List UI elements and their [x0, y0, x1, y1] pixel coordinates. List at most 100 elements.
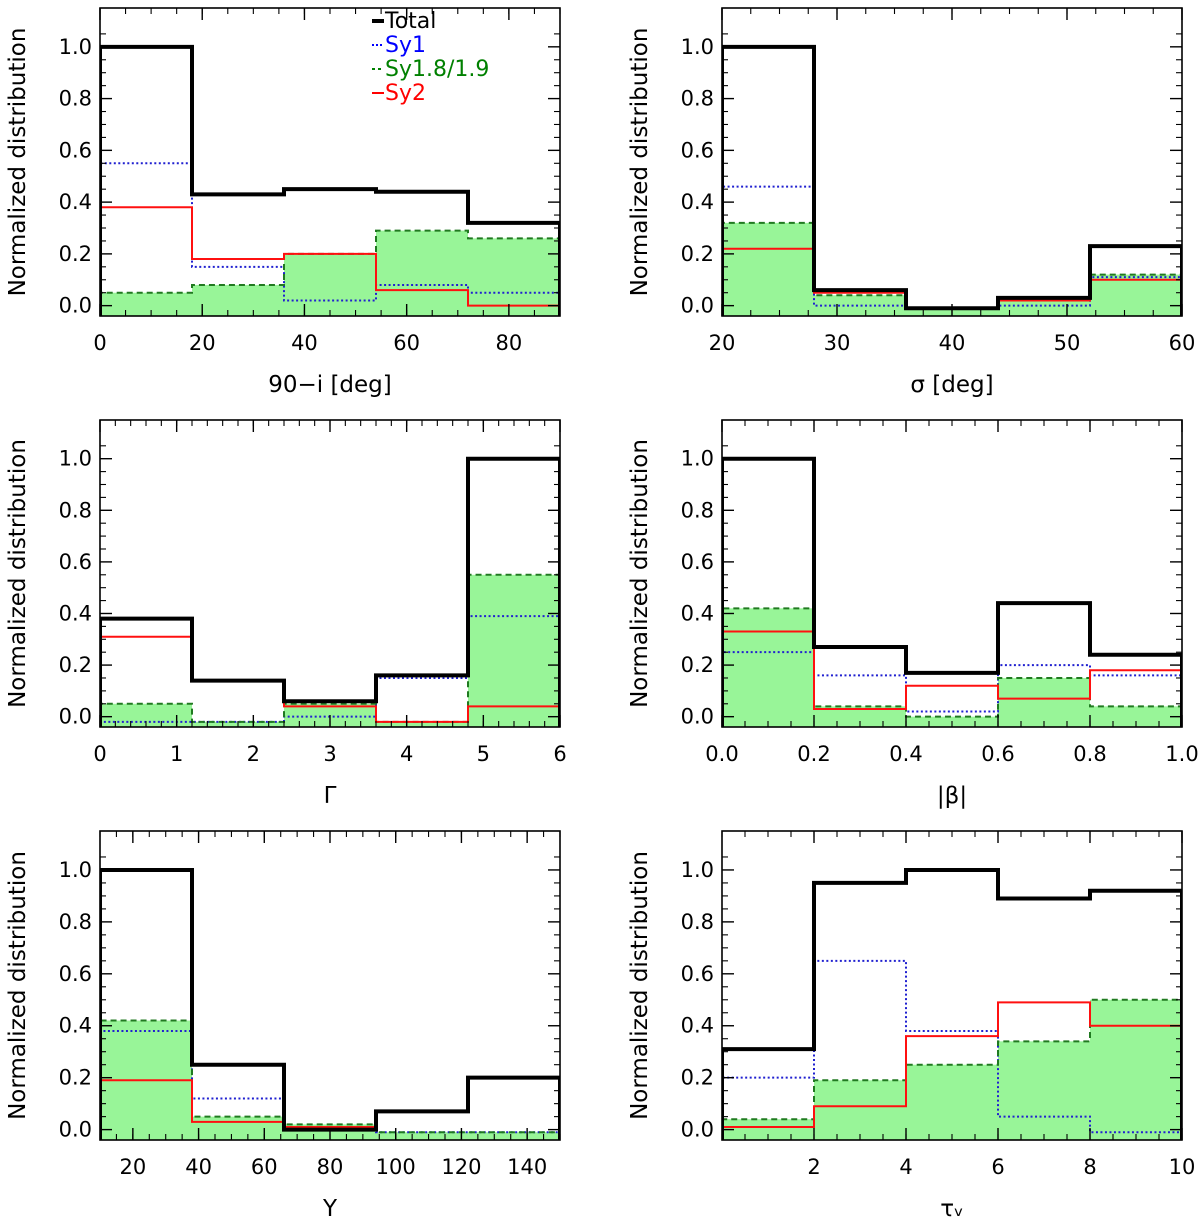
y-tick-label: 0.8	[59, 498, 92, 522]
y-tick-label: 0.6	[681, 138, 714, 162]
y-tick-label: 0.6	[59, 962, 92, 986]
bar-fill-sy18-bin-4	[468, 574, 560, 727]
x-tick-label: 80	[496, 331, 523, 355]
panel-1: 0 20 40 60 80 0.0 0.2 0.4 0.6 0.8 1.0 90−i [deg] Nor…	[5, 7, 561, 398]
panel-6: 2 4 6 8 10 0.0 0.2 0.4 0.6 0.8 1.0 τᵥ Normalized dis…	[627, 830, 1196, 1222]
y-tick-label: 0.8	[59, 910, 92, 934]
y-tick-label: 0.0	[59, 705, 92, 729]
x-tick-label: 6	[553, 742, 566, 766]
series-line-sy1819	[100, 1019, 560, 1140]
x-tick-label: 1	[170, 742, 183, 766]
x-tick-label: 120	[441, 1155, 481, 1179]
y-axis-label: Normalized distribution	[5, 851, 31, 1120]
x-axis-label: Y	[322, 1196, 338, 1222]
y-tick-label: 1.0	[59, 858, 92, 882]
x-tick-label: 5	[477, 742, 490, 766]
x-tick-label: 60	[1169, 331, 1196, 355]
series-line-total	[722, 456, 1182, 727]
x-tick-label: 0.6	[981, 742, 1014, 766]
y-tick-label: 0.4	[59, 601, 92, 625]
y-tick-label: 0.8	[681, 910, 714, 934]
y-axis-label: Normalized distribution	[5, 439, 31, 708]
plot-area	[100, 44, 560, 316]
y-axis-label: Normalized distribution	[627, 28, 653, 297]
y-tick-label: 0.6	[681, 962, 714, 986]
y-tick-label: 0.8	[59, 87, 92, 111]
series-line-sy2	[100, 206, 560, 316]
bar-fill-sy18-bin-3	[998, 677, 1090, 727]
y-tick-label: 1.0	[681, 35, 714, 59]
plot-area	[100, 456, 560, 727]
x-axis-label: Γ	[324, 783, 337, 809]
y-axis-label: Normalized distribution	[627, 851, 653, 1120]
x-tick-label: 100	[376, 1155, 416, 1179]
plot-area	[722, 867, 1182, 1140]
series-line-total	[722, 867, 1182, 1140]
y-tick-label: 0.0	[681, 294, 714, 318]
x-tick-label: 80	[317, 1155, 344, 1179]
bar-fill-sy18-bin-4	[468, 238, 560, 316]
y-axis-label: Normalized distribution	[627, 439, 653, 708]
x-tick-label: 50	[1054, 331, 1081, 355]
y-tick-label: 0.6	[59, 138, 92, 162]
x-tick-label: 4	[899, 1155, 912, 1179]
x-tick-label: 30	[824, 331, 851, 355]
x-tick-label: 40	[185, 1155, 212, 1179]
y-tick-label: 0.0	[681, 705, 714, 729]
bar-fill-sy18-bin-1	[814, 1080, 906, 1140]
y-tick-label: 0.2	[59, 653, 92, 677]
series-line-total	[100, 44, 560, 316]
series-line-sy1819	[722, 998, 1182, 1140]
y-tick-label: 0.4	[681, 1014, 714, 1038]
y-tick-label: 0.2	[681, 653, 714, 677]
legend-label: Sy2	[385, 81, 426, 106]
x-tick-label: 20	[189, 331, 216, 355]
x-tick-label: 3	[323, 742, 336, 766]
y-tick-label: 0.4	[681, 601, 714, 625]
y-tick-label: 0.4	[681, 190, 714, 214]
series-line-sy1	[722, 959, 1182, 1140]
legend-label: Sy1	[385, 33, 426, 58]
y-tick-label: 0.0	[59, 1118, 92, 1142]
x-tick-label: 0.0	[705, 742, 738, 766]
series-line-sy1819	[722, 221, 1182, 316]
series-line-sy1	[100, 615, 560, 727]
bar-fill-sy18-bin-2	[906, 1064, 998, 1140]
x-tick-label: 2	[247, 742, 260, 766]
x-tick-label: 4	[400, 742, 413, 766]
bar-fill-sy18-bin-0	[100, 292, 192, 316]
legend-label: Total	[384, 9, 436, 34]
y-tick-label: 0.2	[59, 242, 92, 266]
bar-fill-sy18-bin-3	[376, 1132, 468, 1140]
x-tick-label: 6	[991, 1155, 1004, 1179]
bar-fill-sy18-bin-3	[376, 230, 468, 316]
bar-fill-sy18-bin-2	[284, 253, 376, 316]
x-tick-label: 2	[807, 1155, 820, 1179]
y-tick-label: 1.0	[681, 447, 714, 471]
y-tick-label: 0.8	[681, 498, 714, 522]
bar-fill-sy18-bin-0	[722, 222, 814, 316]
y-tick-label: 0.8	[681, 87, 714, 111]
bar-fill-sy18-bin-0	[722, 608, 814, 727]
plot-area	[722, 44, 1182, 316]
x-tick-label: 1.0	[1165, 742, 1198, 766]
panel-2: 20 30 40 50 60 0.0 0.2 0.4 0.6 0.8 1.0 σ [deg] Norma…	[627, 7, 1196, 398]
bar-fill-sy18-bin-1	[192, 1116, 284, 1140]
x-tick-label: 40	[939, 331, 966, 355]
x-tick-label: 60	[393, 331, 420, 355]
bar-fill-sy18-bin-4	[468, 1132, 560, 1140]
y-tick-label: 1.0	[681, 858, 714, 882]
legend-entry-sy1: Sy1	[372, 33, 426, 58]
plot-area	[100, 867, 560, 1140]
x-tick-label: 0.4	[889, 742, 922, 766]
legend-entry-sy1819: Sy1.8/1.9	[372, 57, 489, 82]
y-axis-label: Normalized distribution	[5, 28, 31, 297]
x-tick-label: 10	[1169, 1155, 1196, 1179]
series-line-sy2	[722, 630, 1182, 727]
x-tick-label: 20	[119, 1155, 146, 1179]
x-axis-label: 90−i [deg]	[268, 372, 392, 398]
legend-label: Sy1.8/1.9	[385, 57, 489, 82]
x-tick-label: 8	[1083, 1155, 1096, 1179]
legend-entry-total: Total	[372, 9, 436, 34]
